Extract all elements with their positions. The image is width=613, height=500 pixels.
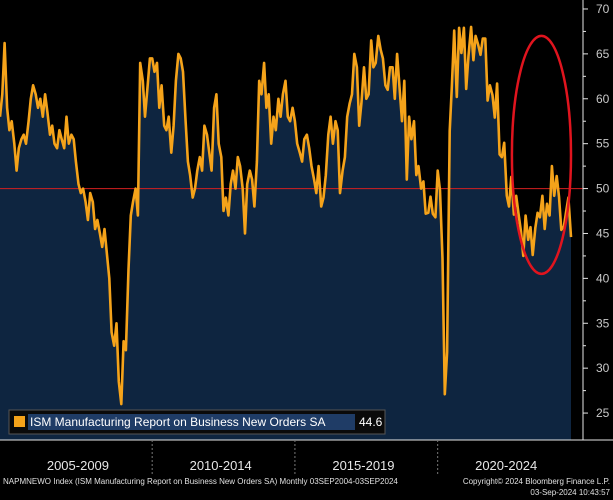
series-line [0,25,573,406]
y-axis: 25 30 35 40 45 50 55 60 65 70 [582,0,610,440]
y-tick-label-60: 60 [596,92,610,106]
y-tick-label-35: 35 [596,316,610,330]
highlight-ellipse [510,34,573,276]
y-tick-label-45: 45 [596,226,610,240]
footer-timestamp: 03-Sep-2024 10:43:57 [530,488,610,497]
period-label-3: 2015-2019 [332,458,394,473]
legend-label: ISM Manufacturing Report on Business New… [30,415,325,429]
legend-last-value: 44.6 [359,415,383,429]
y-tick-label-50: 50 [596,182,610,196]
footer-source: NAPMNEWO Index (ISM Manufacturing Report… [3,477,398,486]
y-tick-label-40: 40 [596,271,610,285]
series-area [0,26,571,441]
y-tick-label-30: 30 [596,361,610,375]
x-axis-periods: 2005-2009 2010-2014 2015-2019 2020-2024 [0,439,613,475]
y-tick-label-55: 55 [596,137,610,151]
legend: ISM Manufacturing Report on Business New… [8,409,386,435]
period-label-1: 2005-2009 [47,458,109,473]
y-tick-label-70: 70 [596,2,610,16]
plot-area [0,25,583,441]
period-label-4: 2020-2024 [475,458,537,473]
period-label-2: 2010-2014 [190,458,252,473]
y-tick-label-25: 25 [596,406,610,420]
footer: NAPMNEWO Index (ISM Manufacturing Report… [3,477,611,497]
footer-copyright: Copyright© 2024 Bloomberg Finance L.P. [463,477,610,486]
legend-label-highlight [28,414,355,430]
legend-swatch [14,416,25,427]
y-tick-label-65: 65 [596,47,610,61]
